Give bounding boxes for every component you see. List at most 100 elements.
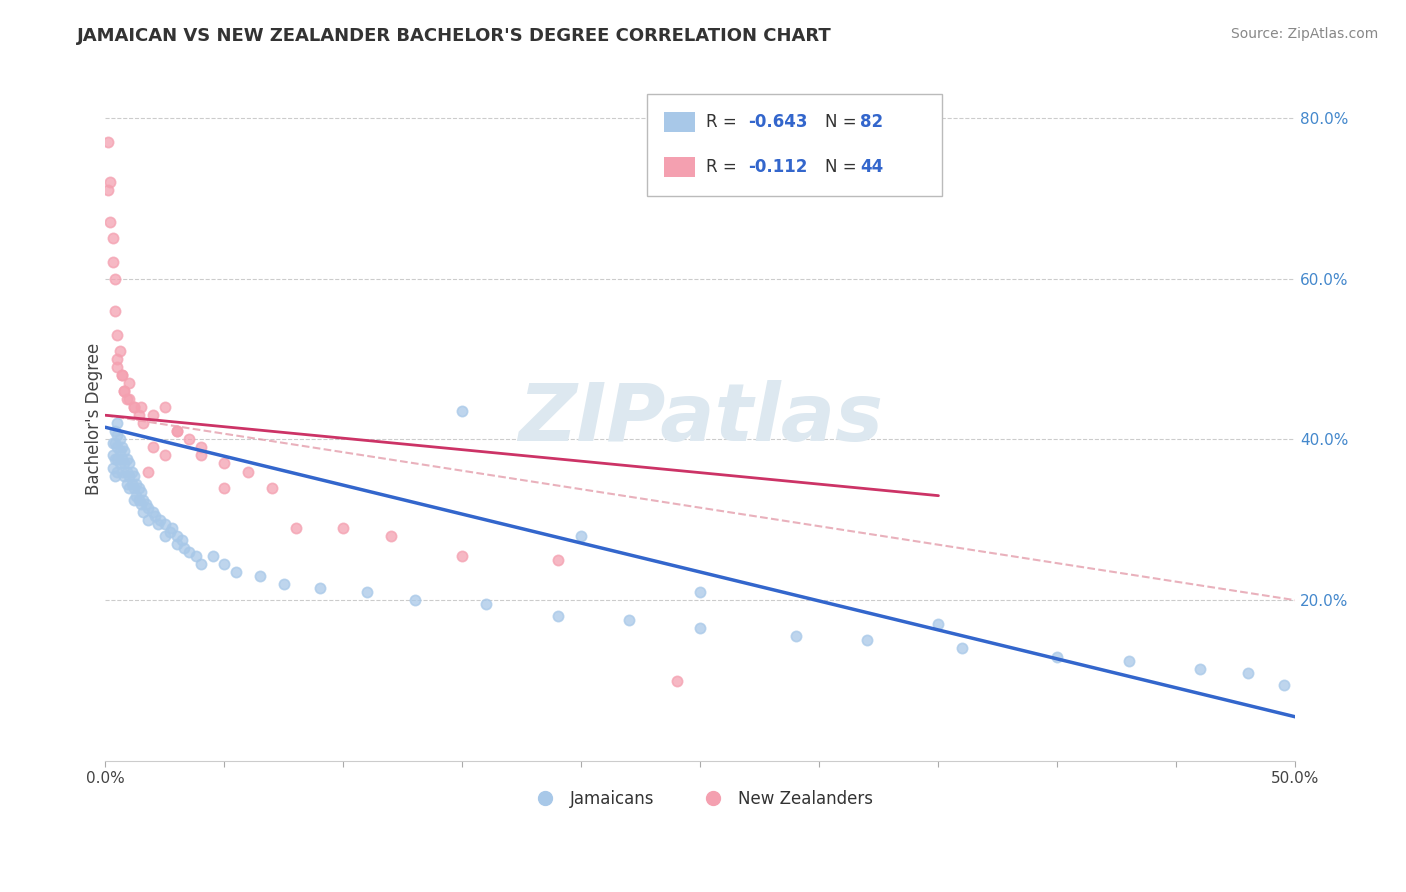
Point bbox=[142, 505, 165, 519]
Point bbox=[122, 400, 145, 414]
Point bbox=[121, 476, 143, 491]
Point bbox=[129, 484, 152, 499]
Point bbox=[101, 449, 124, 463]
Point bbox=[118, 392, 141, 406]
Point bbox=[108, 457, 131, 471]
Point bbox=[249, 569, 271, 583]
Point bbox=[190, 441, 212, 455]
Point bbox=[571, 529, 593, 543]
Point bbox=[114, 457, 136, 471]
Point bbox=[132, 492, 155, 507]
Point bbox=[108, 444, 131, 458]
Point bbox=[166, 425, 188, 439]
Point bbox=[105, 359, 128, 374]
Point bbox=[177, 433, 200, 447]
Point bbox=[111, 452, 134, 467]
Point bbox=[101, 255, 124, 269]
Point bbox=[105, 417, 128, 431]
Point bbox=[547, 553, 569, 567]
Point bbox=[104, 436, 127, 450]
Point bbox=[101, 436, 124, 450]
Point bbox=[190, 449, 212, 463]
Text: ZIPatlas: ZIPatlas bbox=[517, 380, 883, 458]
Text: -0.112: -0.112 bbox=[748, 158, 807, 176]
Point bbox=[1118, 654, 1140, 668]
Point bbox=[1237, 665, 1260, 680]
Point bbox=[201, 549, 224, 563]
Point bbox=[105, 465, 128, 479]
Point bbox=[115, 476, 138, 491]
Text: N =: N = bbox=[825, 158, 862, 176]
Point bbox=[129, 400, 152, 414]
Point bbox=[332, 521, 354, 535]
Point bbox=[122, 468, 145, 483]
Text: JAMAICAN VS NEW ZEALANDER BACHELOR'S DEGREE CORRELATION CHART: JAMAICAN VS NEW ZEALANDER BACHELOR'S DEG… bbox=[77, 27, 832, 45]
Text: 82: 82 bbox=[860, 113, 883, 131]
Point bbox=[114, 444, 136, 458]
Point bbox=[308, 581, 330, 595]
Point bbox=[689, 621, 711, 635]
Point bbox=[173, 541, 195, 555]
Text: -0.643: -0.643 bbox=[748, 113, 807, 131]
Point bbox=[927, 617, 949, 632]
Point bbox=[132, 417, 155, 431]
Point bbox=[105, 441, 128, 455]
Point bbox=[214, 557, 236, 571]
Point bbox=[1272, 678, 1295, 692]
Point bbox=[122, 492, 145, 507]
Point bbox=[132, 505, 155, 519]
Point bbox=[1189, 662, 1212, 676]
Point bbox=[153, 529, 176, 543]
Point bbox=[136, 500, 159, 515]
Point bbox=[380, 529, 402, 543]
Point bbox=[284, 521, 307, 535]
Point bbox=[104, 303, 127, 318]
Point bbox=[111, 368, 134, 382]
Point bbox=[214, 457, 236, 471]
Point bbox=[114, 384, 136, 398]
Point bbox=[111, 441, 134, 455]
Point bbox=[121, 465, 143, 479]
Point bbox=[105, 452, 128, 467]
Point bbox=[142, 441, 165, 455]
Point bbox=[153, 400, 176, 414]
Y-axis label: Bachelor's Degree: Bachelor's Degree bbox=[86, 343, 103, 495]
Point bbox=[125, 489, 148, 503]
Point bbox=[118, 468, 141, 483]
Point bbox=[111, 368, 134, 382]
Point bbox=[166, 537, 188, 551]
Point bbox=[97, 183, 120, 197]
Text: 44: 44 bbox=[860, 158, 884, 176]
Point bbox=[105, 327, 128, 342]
Point bbox=[170, 533, 193, 547]
Point bbox=[98, 175, 121, 189]
Point bbox=[856, 633, 879, 648]
Point bbox=[617, 613, 640, 627]
Point bbox=[950, 641, 973, 656]
Point bbox=[136, 513, 159, 527]
Point bbox=[115, 465, 138, 479]
Point bbox=[118, 457, 141, 471]
Point bbox=[118, 481, 141, 495]
Text: R =: R = bbox=[706, 158, 742, 176]
Point bbox=[149, 513, 172, 527]
Point bbox=[101, 460, 124, 475]
Point bbox=[451, 549, 474, 563]
Point bbox=[153, 516, 176, 531]
Point bbox=[114, 384, 136, 398]
Point bbox=[111, 465, 134, 479]
Point bbox=[122, 481, 145, 495]
Point bbox=[115, 452, 138, 467]
Point bbox=[104, 425, 127, 439]
Point bbox=[97, 135, 120, 149]
Point bbox=[665, 673, 688, 688]
Point bbox=[136, 465, 159, 479]
Point bbox=[475, 597, 498, 611]
Point bbox=[166, 529, 188, 543]
Point bbox=[108, 343, 131, 358]
Point bbox=[125, 476, 148, 491]
Point bbox=[785, 629, 807, 643]
Point bbox=[153, 449, 176, 463]
Point bbox=[105, 351, 128, 366]
Point bbox=[260, 481, 283, 495]
